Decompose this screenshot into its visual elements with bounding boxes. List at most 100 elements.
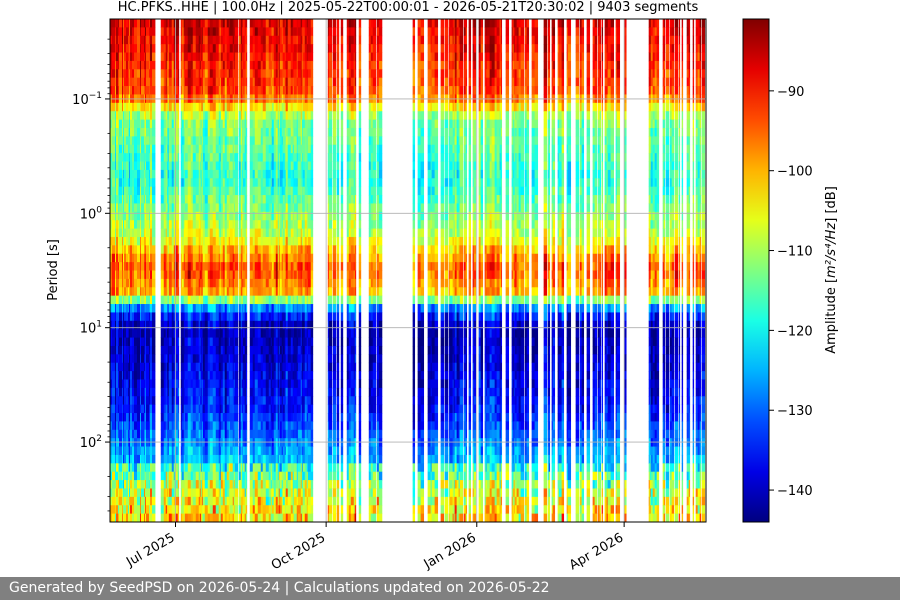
heatmap-cell: [165, 253, 168, 263]
heatmap-cell: [277, 287, 280, 297]
heatmap-cell: [149, 136, 151, 146]
heatmap-cell: [168, 329, 173, 338]
heatmap-cell: [137, 454, 141, 464]
heatmap-cell: [173, 262, 176, 271]
heatmap-cell: [152, 253, 156, 263]
heatmap-cell: [181, 60, 185, 70]
heatmap-cell: [277, 253, 280, 263]
heatmap-cell: [219, 454, 222, 464]
heatmap-cell: [207, 362, 211, 372]
heatmap-cell: [270, 127, 273, 137]
heatmap-cell: [128, 446, 130, 456]
heatmap-cell: [270, 295, 273, 305]
heatmap-column: [229, 19, 234, 522]
heatmap-cell: [244, 86, 247, 95]
heatmap-cell: [202, 295, 206, 305]
heatmap-cell: [270, 278, 273, 288]
heatmap-cell: [190, 387, 194, 397]
heatmap-cell: [149, 480, 151, 489]
heatmap-cell: [116, 387, 119, 397]
heatmap-cell: [229, 144, 234, 154]
heatmap-cell: [181, 77, 185, 87]
heatmap-cell: [233, 77, 236, 87]
heatmap-cell: [265, 404, 270, 414]
heatmap-cell: [244, 236, 247, 246]
heatmap-cell: [119, 52, 123, 62]
heatmap-cell: [150, 379, 153, 389]
heatmap-cell: [209, 421, 214, 431]
heatmap-cell: [275, 270, 279, 280]
heatmap-cell: [149, 329, 151, 338]
heatmap-cell: [190, 186, 194, 196]
heatmap-cell: [146, 69, 150, 79]
heatmap-cell: [271, 270, 275, 280]
heatmap-cell: [119, 186, 123, 196]
heatmap-cell: [199, 404, 202, 414]
heatmap-cell: [123, 253, 125, 263]
heatmap-cell: [201, 496, 204, 506]
heatmap-cell: [262, 371, 267, 380]
heatmap-cell: [187, 111, 192, 120]
heatmap-cell: [128, 463, 130, 473]
heatmap-cell: [145, 69, 147, 79]
heatmap-cell: [180, 505, 183, 515]
heatmap-cell: [275, 228, 279, 238]
heatmap-cell: [252, 304, 256, 313]
heatmap-cell: [124, 404, 127, 414]
heatmap-cell: [228, 513, 231, 522]
heatmap-cell: [202, 278, 206, 288]
heatmap-cell: [249, 27, 254, 37]
heatmap-cell: [233, 270, 236, 280]
heatmap-cell: [229, 312, 234, 322]
heatmap-cell: [228, 396, 231, 406]
heatmap-cell: [257, 329, 262, 338]
heatmap-cell: [141, 161, 145, 171]
heatmap-cell: [165, 513, 168, 522]
heatmap-cell: [220, 245, 224, 255]
heatmap-cell: [184, 362, 189, 372]
heatmap-cell: [167, 153, 170, 162]
heatmap-cell: [115, 211, 117, 221]
heatmap-cell: [207, 144, 211, 154]
heatmap-cell: [252, 354, 256, 364]
heatmap-cell: [244, 387, 247, 397]
heatmap-cell: [204, 119, 209, 129]
heatmap-cell: [167, 413, 170, 422]
heatmap-cell: [218, 44, 221, 53]
heatmap-cell: [270, 262, 273, 271]
heatmap-cell: [184, 228, 189, 238]
heatmap-cell: [184, 69, 189, 79]
heatmap-cell: [152, 429, 156, 439]
heatmap-cell: [145, 329, 147, 338]
heatmap-cell: [149, 312, 151, 322]
heatmap-cell: [209, 211, 214, 221]
heatmap-cell: [232, 270, 235, 280]
heatmap-cell: [200, 295, 203, 305]
heatmap-cell: [224, 186, 228, 196]
heatmap-cell: [144, 404, 146, 414]
heatmap-cell: [238, 320, 242, 330]
heatmap-cell: [249, 337, 254, 347]
heatmap-cell: [124, 69, 127, 79]
heatmap-cell: [204, 371, 209, 380]
heatmap-cell: [268, 513, 272, 522]
heatmap-cell: [187, 52, 192, 62]
heatmap-cell: [252, 236, 256, 246]
heatmap-cell: [240, 421, 243, 431]
heatmap-cell: [116, 262, 119, 271]
heatmap-cell: [110, 304, 113, 313]
heatmap-cell: [265, 102, 270, 112]
heatmap-cell: [234, 69, 239, 79]
heatmap-cell: [181, 144, 185, 154]
heatmap-cell: [228, 27, 231, 37]
heatmap-cell: [277, 245, 280, 255]
heatmap-cell: [160, 312, 165, 322]
heatmap-cell: [222, 35, 226, 45]
heatmap-cell: [240, 471, 243, 481]
heatmap-cell: [241, 119, 244, 129]
heatmap-cell: [215, 295, 220, 305]
heatmap-cell: [199, 195, 202, 204]
heatmap-cell: [201, 505, 204, 515]
heatmap-cell: [187, 421, 192, 431]
heatmap-cell: [273, 69, 277, 79]
